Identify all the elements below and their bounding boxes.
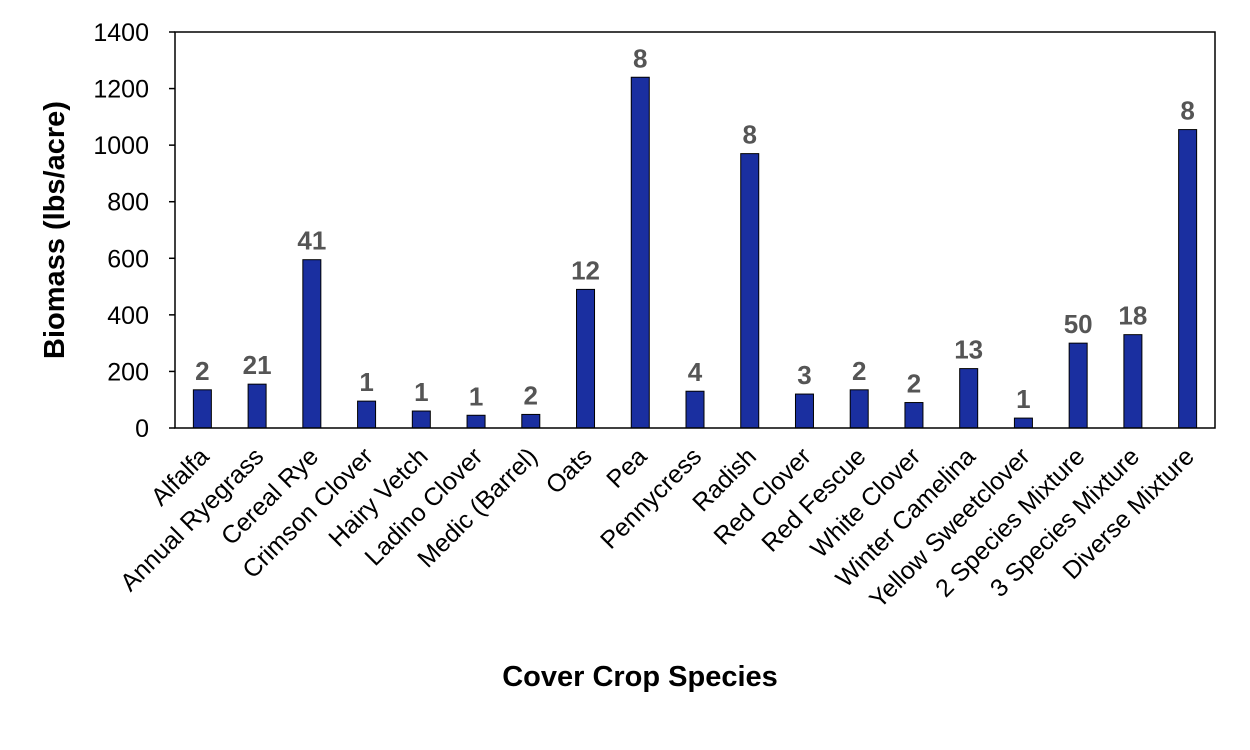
y-axis-ticks: 0 200 400 600 800 1000 1200 1400 (93, 19, 175, 443)
bar-data-label: 3 (797, 360, 811, 390)
y-tick-label: 400 (107, 302, 149, 330)
y-axis-title: Biomass (lbs/acre) (39, 101, 71, 359)
bar-data-label: 8 (743, 120, 757, 150)
bar-data-label: 12 (571, 255, 600, 285)
y-tick-label: 0 (135, 415, 149, 443)
bar (1013, 417, 1033, 429)
bar (794, 393, 814, 429)
bar (630, 76, 650, 429)
bar-data-label: 18 (1118, 301, 1147, 331)
bar (192, 389, 212, 429)
bar (357, 400, 377, 429)
bar-data-label: 4 (688, 357, 703, 387)
bar (849, 389, 869, 429)
x-category-label: Oats (541, 442, 598, 499)
bar-data-label: 2 (524, 380, 538, 410)
y-tick-label: 1400 (93, 19, 149, 47)
plot-area-frame (174, 31, 1216, 429)
y-tick-label: 600 (107, 245, 149, 273)
bar (247, 383, 267, 429)
bar-data-label: 8 (1180, 96, 1194, 126)
y-tick-label: 1000 (93, 132, 149, 160)
bar-data-label: 2 (852, 356, 866, 386)
bar-data-label: 1 (414, 377, 428, 407)
bar-data-label: 1 (469, 381, 483, 411)
bar-data-label: 1 (1016, 384, 1030, 414)
y-tick-label: 800 (107, 189, 149, 217)
bar (1178, 129, 1198, 429)
bar (740, 153, 760, 429)
y-tick-label: 200 (107, 358, 149, 386)
bar-data-label: 50 (1064, 309, 1093, 339)
bar (302, 259, 322, 429)
bar-data-label: 2 (907, 369, 921, 399)
bar (1068, 342, 1088, 429)
bar-data-label: 1 (359, 367, 373, 397)
y-tick-label: 1200 (93, 76, 149, 104)
bar (1123, 334, 1143, 429)
bar (521, 413, 541, 429)
bar-data-label: 21 (243, 350, 272, 380)
bar (466, 414, 486, 429)
bar (959, 368, 979, 429)
bar (411, 410, 431, 429)
bar-data-label: 2 (195, 356, 209, 386)
bars (192, 76, 1198, 429)
x-axis-title: Cover Crop Species (502, 661, 778, 693)
bar-data-label: 8 (633, 43, 647, 73)
bar-data-label: 13 (954, 335, 983, 365)
bar (576, 288, 596, 429)
bar (904, 402, 924, 429)
bar-data-label: 41 (297, 226, 326, 256)
bar (685, 390, 705, 429)
